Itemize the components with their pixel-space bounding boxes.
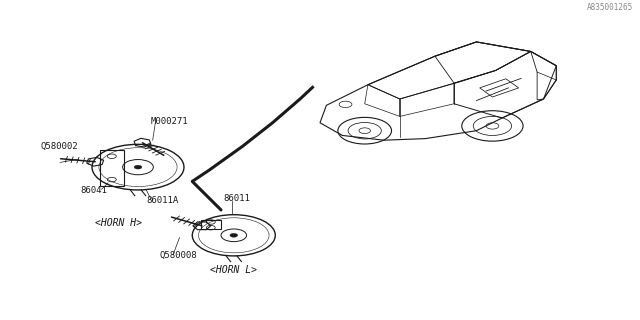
Text: Q580008: Q580008 [159, 252, 196, 260]
Bar [200, 220, 221, 229]
Text: M000271: M000271 [151, 117, 188, 126]
Bar [479, 79, 518, 97]
Circle shape [134, 165, 142, 169]
Text: 86011A: 86011A [147, 196, 179, 205]
Text: 86041: 86041 [81, 187, 108, 196]
Text: <HORN L>: <HORN L> [211, 265, 257, 275]
Bar [100, 150, 124, 186]
Text: A835001265: A835001265 [587, 3, 633, 12]
Circle shape [230, 233, 237, 237]
Text: <HORN H>: <HORN H> [95, 218, 142, 228]
Text: Q580002: Q580002 [40, 142, 78, 151]
Text: 86011: 86011 [223, 194, 250, 203]
